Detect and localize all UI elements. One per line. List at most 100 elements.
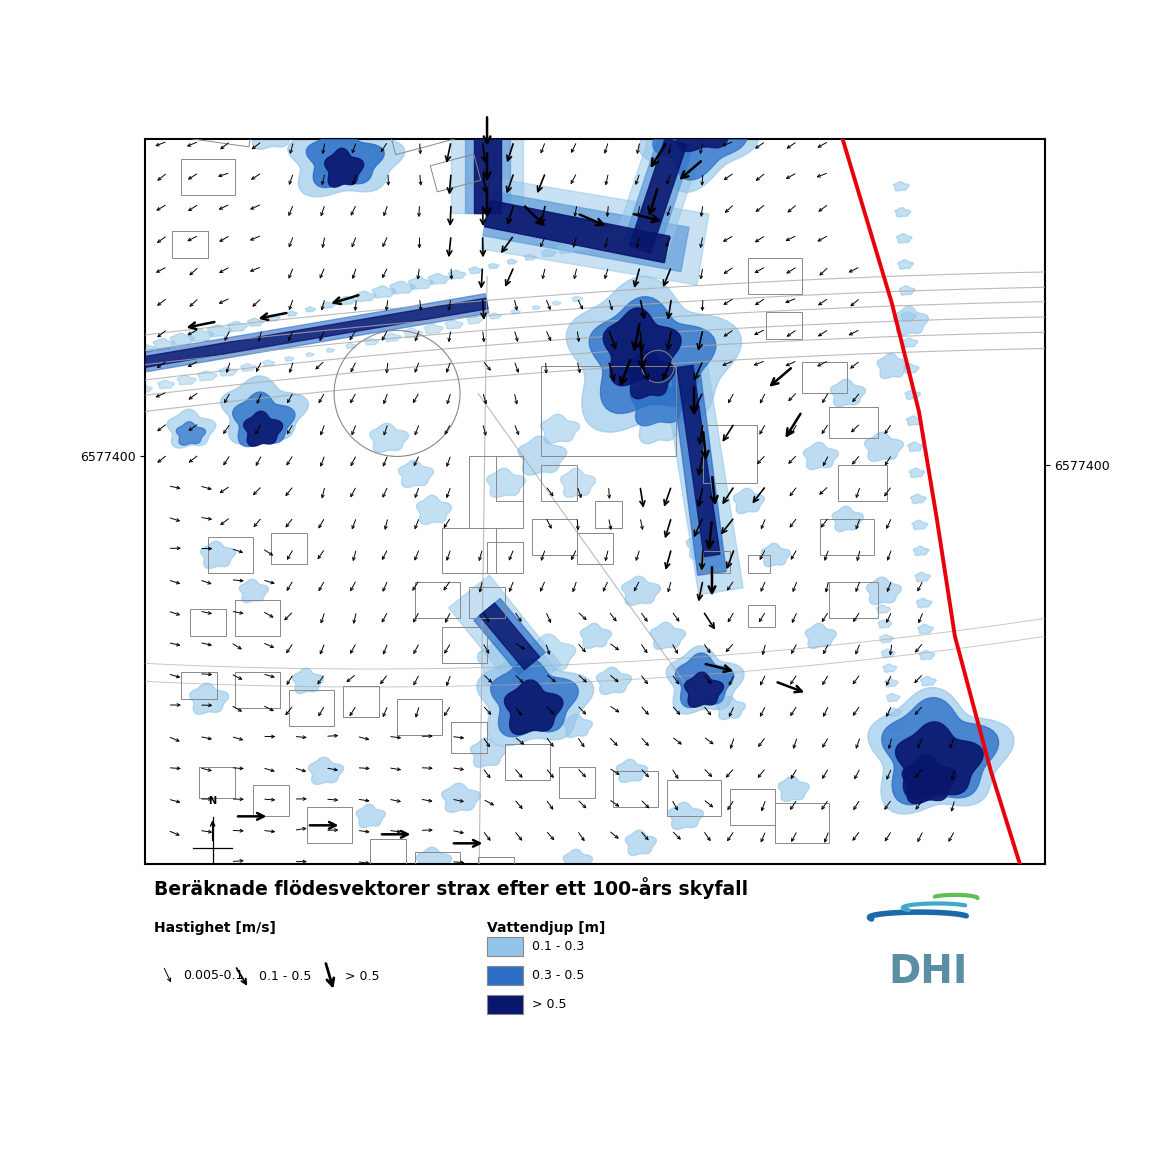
Bar (397, 699, 442, 735)
Polygon shape (158, 381, 174, 389)
Polygon shape (221, 376, 309, 445)
Bar (541, 367, 676, 456)
Text: Beräknade flödesvektorer strax efter ett 100-års skyfall: Beräknade flödesvektorer strax efter ett… (154, 878, 748, 899)
Polygon shape (902, 755, 957, 803)
Polygon shape (908, 442, 923, 452)
Polygon shape (504, 680, 563, 735)
Polygon shape (878, 353, 908, 378)
Polygon shape (671, 93, 738, 152)
Bar (505, 744, 550, 780)
Polygon shape (563, 714, 592, 737)
Bar (479, 603, 540, 670)
Polygon shape (486, 468, 526, 497)
Polygon shape (913, 520, 928, 529)
Polygon shape (477, 649, 593, 747)
Polygon shape (189, 683, 229, 714)
Bar (384, 84, 500, 154)
Polygon shape (626, 351, 675, 398)
Polygon shape (897, 260, 914, 269)
Bar (190, 610, 226, 636)
Polygon shape (369, 424, 409, 453)
Polygon shape (404, 329, 423, 338)
Polygon shape (373, 286, 396, 298)
Polygon shape (629, 225, 652, 237)
Polygon shape (895, 722, 983, 800)
Polygon shape (309, 757, 344, 785)
Polygon shape (518, 437, 567, 475)
Bar (181, 672, 217, 699)
Polygon shape (652, 93, 749, 180)
Polygon shape (868, 687, 1014, 814)
Polygon shape (326, 348, 334, 353)
Polygon shape (893, 307, 929, 336)
Polygon shape (417, 848, 452, 874)
Polygon shape (424, 324, 444, 333)
Polygon shape (207, 325, 231, 337)
Polygon shape (239, 579, 268, 603)
Bar (677, 366, 720, 556)
Bar (235, 600, 280, 636)
Bar (820, 519, 874, 555)
Polygon shape (734, 489, 764, 513)
Bar (748, 555, 771, 574)
Polygon shape (669, 802, 704, 829)
Polygon shape (346, 344, 356, 348)
Polygon shape (247, 318, 264, 326)
Bar (208, 538, 253, 574)
Polygon shape (881, 649, 895, 657)
Polygon shape (778, 777, 809, 801)
Polygon shape (893, 752, 907, 760)
Polygon shape (268, 315, 280, 322)
Bar (488, 542, 524, 574)
Bar (172, 231, 208, 259)
Polygon shape (557, 244, 577, 253)
Bar (469, 587, 505, 619)
Bar (431, 154, 481, 192)
Text: 0.1 - 0.3: 0.1 - 0.3 (532, 940, 584, 953)
Bar (474, 51, 500, 214)
Bar (730, 789, 776, 825)
Polygon shape (228, 322, 247, 332)
Bar (748, 259, 802, 295)
Bar (416, 583, 460, 619)
Bar (704, 551, 730, 574)
Polygon shape (527, 634, 576, 673)
Polygon shape (572, 296, 583, 302)
Polygon shape (917, 625, 933, 634)
Polygon shape (884, 664, 896, 672)
Bar (481, 178, 709, 284)
Bar (671, 365, 727, 575)
Polygon shape (900, 286, 915, 295)
Polygon shape (532, 305, 540, 310)
Polygon shape (167, 409, 216, 448)
Polygon shape (909, 468, 925, 477)
Polygon shape (889, 723, 903, 731)
Polygon shape (356, 805, 385, 828)
Polygon shape (881, 698, 998, 805)
Polygon shape (604, 308, 682, 385)
Bar (666, 780, 721, 816)
Polygon shape (307, 353, 313, 356)
Polygon shape (417, 496, 452, 525)
Bar (200, 767, 235, 799)
Polygon shape (176, 421, 205, 445)
Polygon shape (563, 849, 592, 873)
Bar (488, 937, 524, 956)
Polygon shape (153, 339, 175, 349)
Bar (541, 466, 577, 502)
Polygon shape (686, 532, 721, 560)
Polygon shape (541, 414, 579, 444)
Bar (469, 456, 524, 528)
Polygon shape (467, 317, 482, 324)
Bar (442, 627, 488, 663)
Bar (452, 87, 524, 214)
Text: 0.3 - 0.5: 0.3 - 0.5 (532, 969, 584, 982)
Polygon shape (325, 149, 363, 187)
Bar (560, 767, 596, 799)
Bar (344, 686, 378, 717)
Text: 0.005-0.1: 0.005-0.1 (183, 969, 244, 982)
Bar (442, 528, 496, 574)
Bar (448, 575, 562, 698)
Polygon shape (553, 301, 561, 305)
Bar (623, 136, 693, 255)
